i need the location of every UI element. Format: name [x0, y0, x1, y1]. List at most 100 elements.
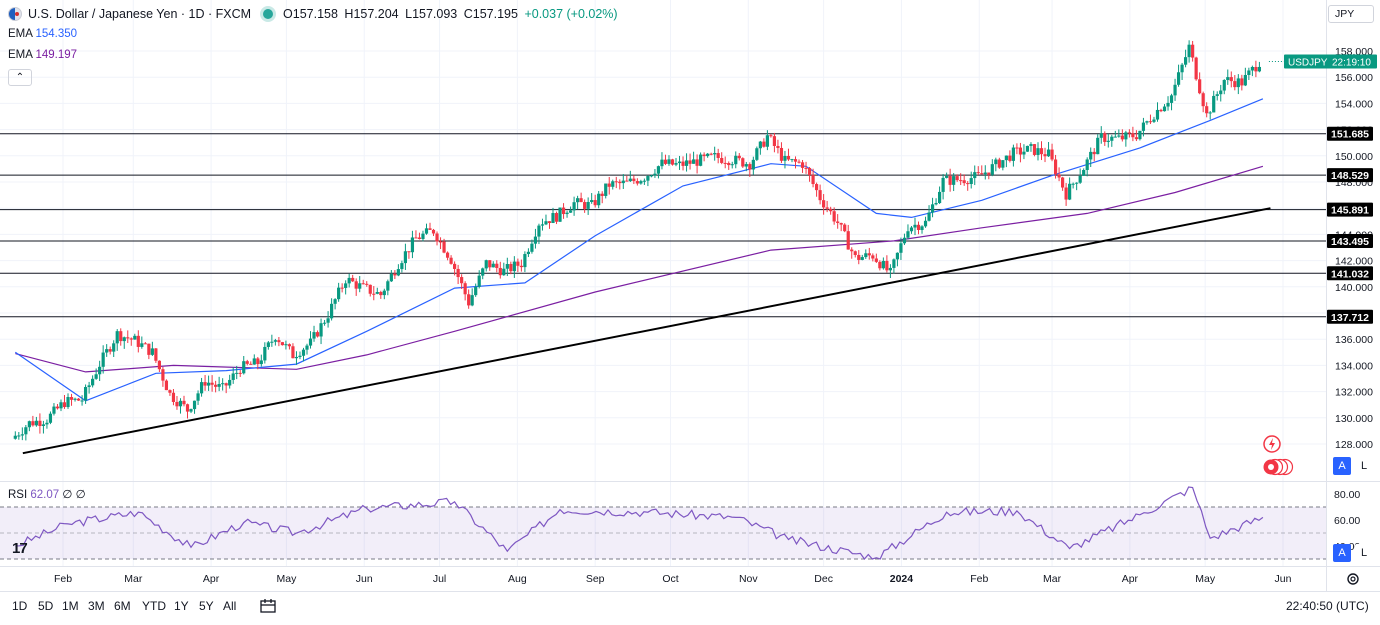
candle-body [670, 159, 675, 165]
high-value: H157.204 [344, 7, 399, 21]
candle-body [994, 159, 998, 165]
candle-body [417, 237, 422, 240]
candle-body [41, 424, 46, 426]
timeframe-1m[interactable]: 1M [62, 599, 79, 613]
candle-body [748, 164, 752, 170]
candle-body [895, 252, 900, 260]
candle-body [1057, 174, 1061, 178]
ema-fast-legend[interactable]: EMA 154.350 [8, 28, 77, 40]
candle-body [980, 173, 984, 175]
candle-body [13, 435, 17, 439]
candle-body [1022, 151, 1026, 155]
level-tag-label: 151.685 [1331, 129, 1369, 141]
replay-markers-icon[interactable] [1262, 458, 1294, 476]
candle-body [677, 161, 682, 164]
candle-body [1008, 155, 1012, 161]
candle-body [878, 261, 882, 269]
candle-body [649, 175, 654, 177]
candle-body [319, 323, 323, 337]
candle-body [424, 228, 429, 234]
ema-slow-legend[interactable]: EMA 149.197 [8, 49, 77, 61]
timeframe-3m[interactable]: 3M [88, 599, 105, 613]
candle-body [185, 404, 190, 412]
candle-body [386, 281, 390, 291]
price-tick-label: 128.000 [1335, 439, 1373, 451]
candle-body [294, 356, 299, 359]
candle-body [1187, 44, 1191, 58]
rsi-extra: ∅ ∅ [62, 489, 86, 501]
time-tick-label: Feb [970, 573, 988, 585]
candle-body [263, 346, 267, 361]
level-tag [1327, 202, 1373, 217]
candle-body [786, 155, 791, 160]
candle-body [699, 154, 703, 166]
candle-body [382, 290, 386, 296]
candle-body [776, 145, 780, 148]
candle-body [737, 155, 741, 159]
candle-body [161, 369, 165, 381]
candle-body [597, 193, 601, 206]
date-range-icon[interactable] [258, 597, 278, 615]
candle-body [157, 360, 161, 370]
candle-body [913, 224, 917, 228]
rsi-auto-scale-button[interactable]: A [1333, 544, 1351, 562]
symbol-title[interactable]: U.S. Dollar / Japanese Yen · 1D · FXCM [28, 7, 252, 21]
candle-body [491, 263, 495, 268]
candle-body [825, 207, 829, 209]
price-tick-label: 156.000 [1335, 72, 1373, 84]
rsi-log-scale-button[interactable]: L [1355, 544, 1373, 562]
candle-body [1068, 183, 1072, 200]
candle-body [484, 260, 488, 269]
timeframe-5d[interactable]: 5D [38, 599, 54, 613]
candle-body [326, 318, 330, 323]
candle-body [530, 243, 534, 252]
candle-body [523, 254, 527, 268]
alert-lightning-icon[interactable] [1262, 434, 1282, 454]
currency-button[interactable]: JPY [1328, 5, 1374, 23]
candle-body [983, 172, 987, 175]
candle-body [308, 338, 313, 346]
settings-gear-icon[interactable] [1343, 569, 1363, 589]
close-value: C157.195 [463, 7, 518, 21]
candle-body [259, 360, 263, 365]
time-axis: Feb Mar Apr May Jun Jul Aug Sep Oct Nov Dec 2024 Feb… [54, 573, 1292, 585]
timeframe-6m[interactable]: 6M [114, 599, 131, 613]
collapse-legend-button[interactable]: ⌃ [8, 69, 32, 86]
candle-body [720, 157, 724, 163]
timeframe-1y[interactable]: 1Y [174, 599, 189, 613]
candle-body [540, 224, 545, 226]
change-value: +0.037 (+0.02%) [524, 7, 618, 21]
candle-body [389, 273, 393, 282]
candle-body [488, 260, 492, 268]
timeframe-ytd[interactable]: YTD [142, 599, 166, 613]
candle-body [242, 361, 246, 374]
candle-body [706, 153, 710, 157]
timeframe-1d[interactable]: 1D [12, 599, 28, 613]
rsi-line [15, 486, 1264, 560]
level-tag-label: 148.529 [1331, 170, 1369, 182]
auto-scale-button[interactable]: A [1333, 457, 1351, 475]
candle-body [456, 268, 460, 278]
log-scale-button[interactable]: L [1355, 457, 1373, 475]
timeframe-5y[interactable]: 5Y [199, 599, 214, 613]
candle-body [396, 269, 400, 276]
low-value: L157.093 [405, 7, 458, 21]
candle-body [140, 343, 144, 347]
candle-body [867, 253, 871, 256]
candle-body [1078, 175, 1082, 183]
utc-clock[interactable]: 22:40:50 (UTC) [1286, 599, 1369, 613]
candle-body [76, 398, 81, 401]
rsi-legend[interactable]: RSI 62.07 ∅ ∅ [8, 487, 86, 501]
time-tick-label: Apr [1122, 573, 1139, 585]
candle-body [667, 159, 671, 164]
candle-body [888, 267, 892, 271]
candle-body [108, 349, 112, 352]
candle-body [87, 385, 91, 388]
candle-body [618, 181, 622, 184]
candle-body [1113, 136, 1117, 138]
candle-body [143, 343, 147, 345]
timeframe-all[interactable]: All [223, 599, 237, 613]
level-tag [1327, 234, 1373, 249]
candle-body [544, 221, 548, 225]
